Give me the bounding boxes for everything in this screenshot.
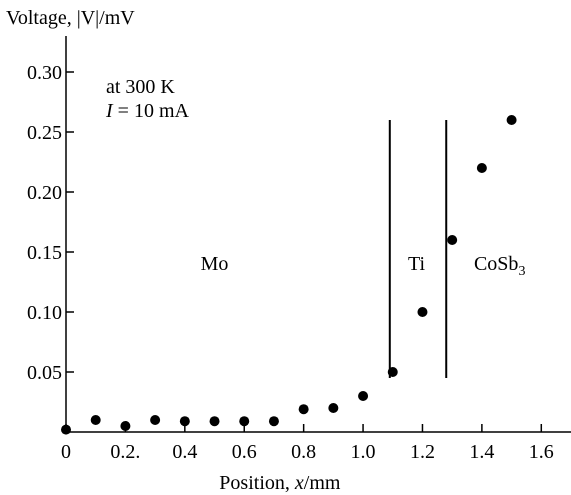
y-tick-label: 0.20 bbox=[27, 182, 62, 204]
region-label-cosb3: CoSb3 bbox=[474, 253, 525, 279]
data-point bbox=[61, 424, 71, 435]
x-tick-label: 0.2. bbox=[110, 441, 140, 463]
data-point bbox=[387, 367, 398, 377]
y-tick-label: 0.10 bbox=[27, 302, 62, 324]
region-label-mo: Mo bbox=[201, 253, 229, 275]
region-label-ti: Ti bbox=[408, 253, 426, 275]
data-point bbox=[328, 403, 339, 413]
x-tick-label: 0.8 bbox=[291, 441, 316, 463]
region-label-cosb3-main: CoSb bbox=[474, 253, 518, 275]
x-tick-label: 1.0 bbox=[351, 441, 376, 463]
annotation-current: I = 10 mA bbox=[105, 100, 190, 122]
data-point bbox=[209, 416, 220, 427]
data-point bbox=[358, 391, 369, 401]
x-tick-label: 0 bbox=[61, 441, 71, 463]
x-axis-label-variable: x bbox=[294, 472, 304, 494]
data-points bbox=[61, 115, 517, 435]
data-point bbox=[506, 115, 517, 125]
y-axis-label: Voltage, |V|/mV bbox=[6, 7, 135, 29]
axis-ticks: 0 0.2. 0.4 0.6 0.8 1.0 1.2 1.4 1.6 0.05 0.10 0.15 0.… bbox=[27, 62, 554, 463]
y-tick-label: 0.15 bbox=[27, 242, 62, 264]
data-point bbox=[150, 415, 161, 425]
annotation-current-variable: I bbox=[105, 100, 114, 122]
annotation-current-value: = 10 mA bbox=[113, 100, 190, 122]
x-axis-label-prefix: Position, bbox=[219, 472, 295, 494]
x-tick-label: 1.2 bbox=[410, 441, 435, 463]
x-tick-label: 1.6 bbox=[529, 441, 554, 463]
x-axis-label-unit: /mm bbox=[304, 472, 341, 494]
y-tick-label: 0.30 bbox=[27, 62, 62, 84]
data-point bbox=[90, 415, 101, 425]
data-point bbox=[179, 416, 190, 427]
data-point bbox=[447, 235, 458, 245]
layer-boundaries bbox=[388, 120, 448, 378]
data-point bbox=[120, 421, 131, 431]
annotation-temperature: at 300 K bbox=[106, 76, 175, 98]
data-point bbox=[268, 416, 279, 427]
region-label-cosb3-subscript: 3 bbox=[518, 264, 525, 279]
data-point bbox=[298, 404, 309, 415]
data-point bbox=[417, 307, 428, 317]
x-tick-label: 1.4 bbox=[469, 441, 494, 463]
y-tick-label: 0.05 bbox=[27, 362, 62, 384]
x-tick-label: 0.6 bbox=[232, 441, 257, 463]
data-point bbox=[239, 416, 250, 427]
data-point bbox=[476, 163, 487, 173]
x-axis-label: Position, x/mm bbox=[219, 472, 341, 494]
x-tick-label: 0.4 bbox=[172, 441, 197, 463]
y-tick-label: 0.25 bbox=[27, 122, 62, 144]
